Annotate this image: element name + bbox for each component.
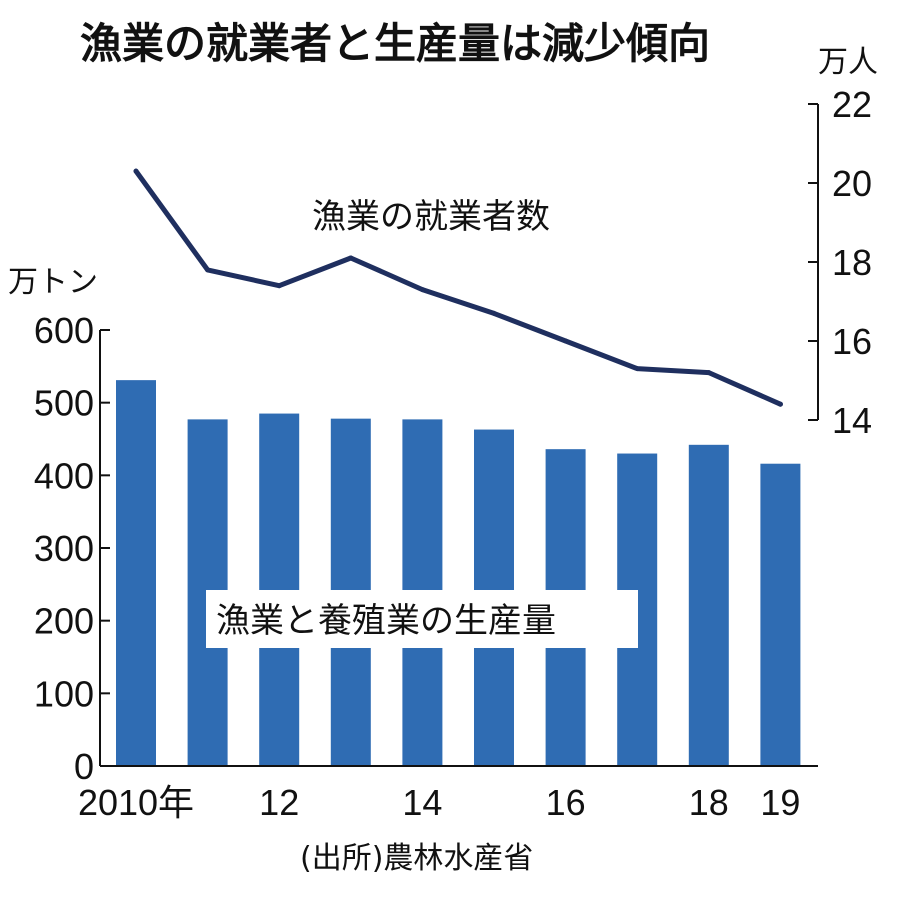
line-point-2017 — [634, 366, 640, 372]
chart-title: 漁業の就業者と生産量は減少傾向 — [80, 19, 710, 68]
line-point-2012 — [276, 283, 282, 289]
left-tick-label: 300 — [34, 528, 94, 569]
source-note: (出所)農林水産省 — [300, 841, 533, 876]
line-series — [133, 168, 783, 407]
employment-line — [133, 168, 783, 407]
x-tick-label: 19 — [760, 782, 800, 823]
left-tick-label: 500 — [34, 383, 94, 424]
bar-2019 — [760, 463, 801, 766]
line-series-label: 漁業の就業者数 — [312, 197, 550, 237]
left-tick-label: 600 — [34, 310, 94, 351]
left-tick-label: 0 — [74, 746, 94, 787]
right-tick-label: 14 — [832, 400, 872, 441]
right-axis-unit: 万人 — [818, 45, 878, 80]
bar-2010 — [116, 380, 156, 766]
left-tick-label: 200 — [34, 601, 94, 642]
left-tick-label: 100 — [34, 673, 94, 714]
x-tick-label: 12 — [259, 782, 299, 823]
x-tick-label: 14 — [402, 782, 442, 823]
x-tick-label: 18 — [689, 782, 729, 823]
x-tick-label: 2010年 — [78, 782, 194, 823]
bar-2012 — [259, 413, 300, 766]
line-point-2015 — [491, 310, 497, 316]
bar-2018 — [688, 444, 729, 766]
line-point-2018 — [706, 370, 712, 376]
left-axis: 0 100 200 300 400 500 600 — [34, 310, 110, 787]
right-tick-label: 18 — [832, 242, 872, 283]
right-tick-label: 22 — [832, 84, 872, 125]
line-point-2014 — [419, 287, 425, 293]
x-tick-label: 16 — [546, 782, 586, 823]
x-axis: 2010年 12 14 16 18 19 — [78, 765, 818, 823]
bar-series-label: 漁業と養殖業の生産量 — [216, 601, 556, 641]
left-axis-unit: 万トン — [8, 265, 98, 300]
right-tick-label: 16 — [832, 321, 872, 362]
line-point-2011 — [205, 267, 211, 273]
line-point-2010 — [133, 168, 139, 174]
line-point-2019 — [777, 401, 783, 407]
left-tick-label: 400 — [34, 455, 94, 496]
right-axis: 14 16 18 20 22 — [808, 84, 872, 441]
line-point-2013 — [348, 255, 354, 261]
line-point-2016 — [563, 338, 569, 344]
right-tick-label: 20 — [832, 163, 872, 204]
bar-series — [116, 380, 801, 766]
bar-label-background — [206, 590, 638, 648]
